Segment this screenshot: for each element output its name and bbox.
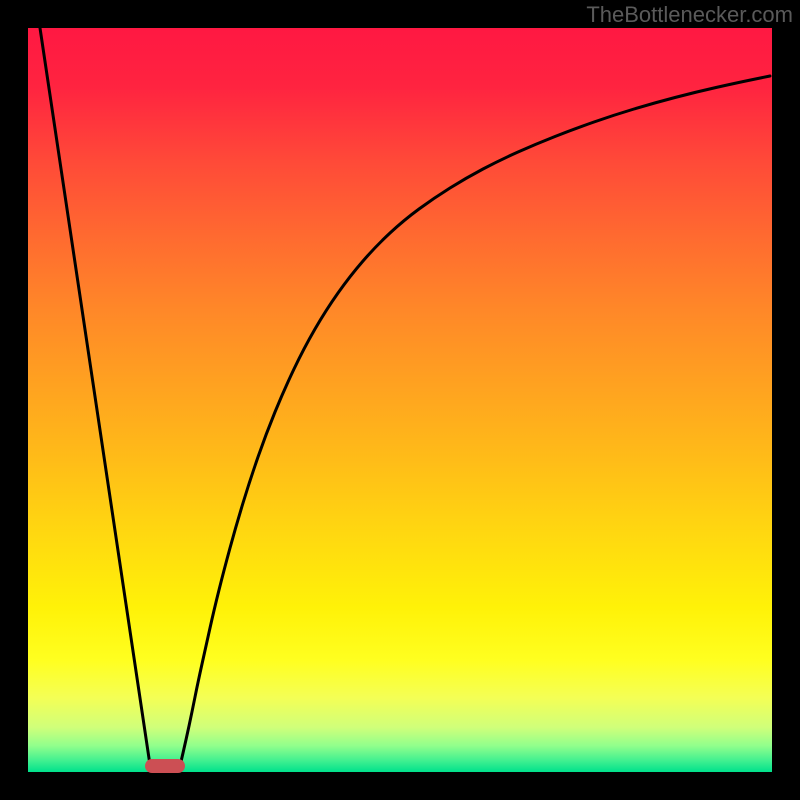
- watermark-text: TheBottlenecker.com: [586, 2, 793, 28]
- bottleneck-curve-chart: [0, 0, 800, 800]
- chart-frame: TheBottlenecker.com: [0, 0, 800, 800]
